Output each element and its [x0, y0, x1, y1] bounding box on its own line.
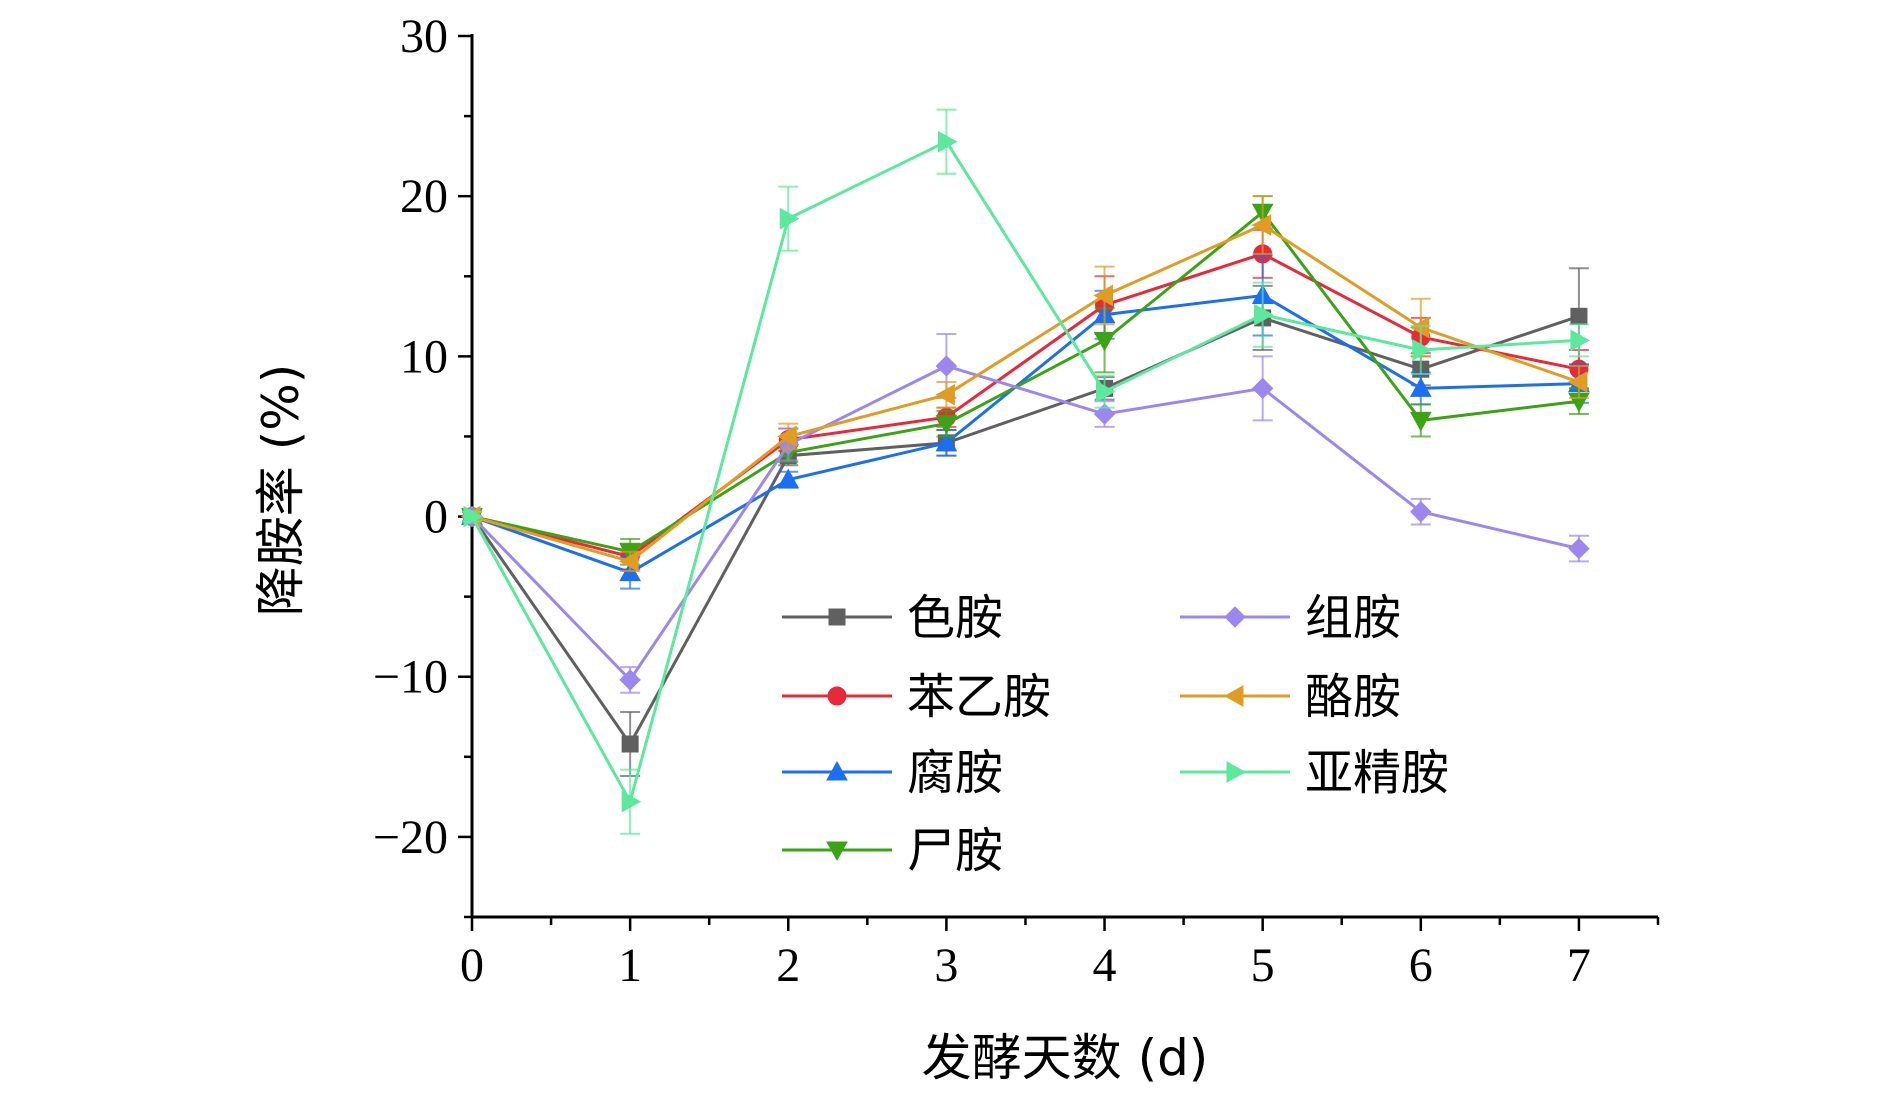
y-tick-label: −20: [373, 811, 448, 864]
series-7: [462, 108, 1590, 835]
series-layer: [460, 108, 1590, 835]
series-line: [471, 223, 1580, 564]
series-5: [461, 332, 1590, 694]
data-point: [777, 425, 797, 448]
data-point: [777, 468, 800, 489]
data-point: [1568, 537, 1590, 560]
data-point: [935, 355, 958, 377]
data-point: [1409, 377, 1432, 397]
x-tick-label: 7: [1567, 939, 1591, 992]
y-tick-label: 20: [400, 170, 448, 223]
x-axis-title: 发酵天数 (d): [922, 1029, 1209, 1087]
x-tick-label: 3: [934, 939, 958, 992]
legend-label: 色胺: [907, 590, 1003, 646]
legend-label: 苯乙胺: [907, 669, 1051, 725]
series-line: [471, 293, 1579, 575]
data-point: [1570, 329, 1590, 352]
data-point: [779, 207, 800, 230]
legend-label: 组胺: [1305, 590, 1401, 646]
data-point: [1093, 403, 1116, 425]
y-tick-label: 10: [400, 330, 448, 383]
data-point: [619, 669, 641, 691]
data-point: [1410, 501, 1432, 523]
data-point: [1412, 339, 1432, 361]
x-tick-label: 5: [1251, 939, 1275, 992]
y-tick-label: 0: [424, 491, 448, 544]
legend-marker: [1224, 606, 1246, 628]
data-point: [1093, 331, 1116, 352]
legend-marker: [826, 841, 848, 862]
legend-item: 酪胺: [1180, 669, 1401, 725]
data-point: [463, 505, 484, 528]
legend-marker: [1223, 685, 1244, 707]
data-point: [1251, 214, 1272, 236]
data-point: [1254, 303, 1274, 326]
legend-item: 色胺: [782, 590, 1003, 646]
legend-item: 组胺: [1180, 590, 1401, 646]
legend-marker: [828, 608, 846, 626]
data-point: [621, 790, 642, 813]
data-point: [1251, 377, 1274, 400]
y-tick-label: 30: [400, 10, 448, 63]
legend-label: 尸胺: [907, 823, 1003, 879]
y-tick-label: −10: [373, 651, 448, 704]
data-point: [935, 415, 958, 435]
data-point: [937, 130, 958, 153]
legend-marker: [1226, 761, 1247, 783]
y-axis-title: 降胺率 (%): [252, 364, 310, 616]
data-point: [1096, 380, 1116, 403]
data-point: [1567, 371, 1588, 393]
legend-item: 苯乙胺: [782, 669, 1051, 725]
x-tick-label: 2: [776, 939, 800, 992]
axes: 30 20 10 0 −10 −20 0 1 2 3 4 5 6 7: [373, 10, 1660, 992]
x-tick-label: 1: [618, 939, 642, 992]
data-point: [935, 431, 958, 452]
x-tick-label: 4: [1093, 939, 1117, 992]
legend-label: 酪胺: [1305, 669, 1401, 725]
data-point: [621, 735, 639, 753]
legend-item: 亚精胺: [1180, 745, 1449, 801]
series-line: [470, 314, 1580, 747]
legend-label: 亚精胺: [1305, 745, 1449, 801]
x-tick-label: 0: [460, 939, 484, 992]
legend-item: 尸胺: [782, 823, 1003, 879]
series-line: [471, 210, 1580, 554]
legend-item: 腐胺: [782, 745, 1003, 801]
data-point: [1570, 307, 1588, 325]
legend-label: 腐胺: [907, 745, 1003, 801]
series-line: [470, 364, 1580, 683]
series-line: [471, 252, 1580, 559]
legend-marker: [826, 760, 848, 781]
data-point: [1093, 284, 1114, 307]
x-tick-label: 6: [1409, 939, 1433, 992]
series-line: [470, 139, 1579, 806]
legend-marker: [827, 686, 847, 706]
data-point: [935, 383, 955, 406]
data-point: [619, 550, 639, 573]
data-point: [1409, 411, 1432, 432]
